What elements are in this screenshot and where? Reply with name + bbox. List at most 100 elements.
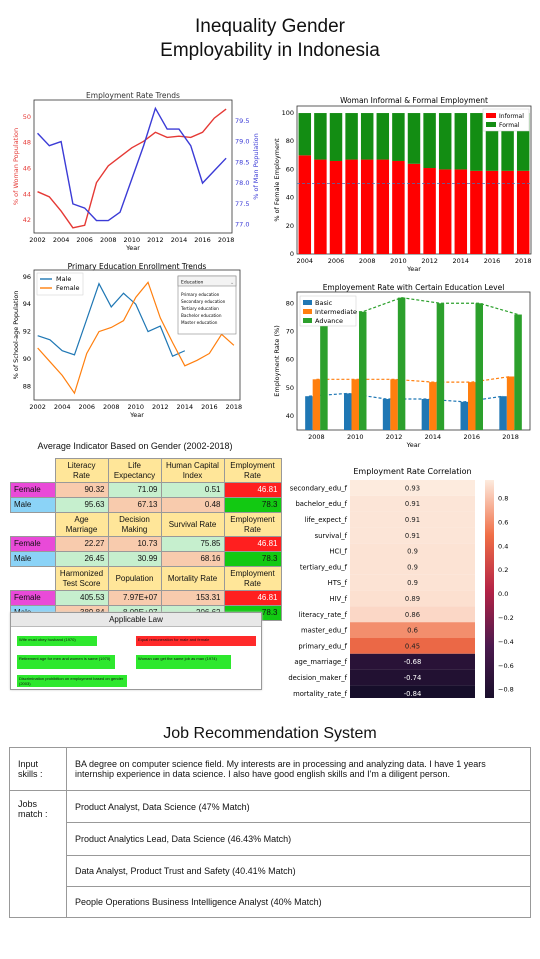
bar-advance bbox=[514, 314, 522, 430]
indicator-header: Decision Making bbox=[107, 512, 162, 537]
indicator-value: 78.3 bbox=[223, 551, 282, 567]
x-axis-label: Year bbox=[125, 244, 140, 252]
education-employment-chart: Employement Rate with Certain Education … bbox=[273, 283, 531, 449]
x-tick-label: 2004 bbox=[54, 403, 71, 411]
law-item: Wife must obey husband (1970) bbox=[17, 636, 97, 646]
x-tick-label: 2012 bbox=[386, 433, 403, 441]
indicator-header: Employment Rate bbox=[223, 512, 282, 537]
male-label: Male bbox=[10, 497, 56, 513]
page-title-line1: Inequality Gender bbox=[195, 16, 345, 37]
jobs-match-label: Jobs match : bbox=[9, 790, 67, 918]
legend-label: Advance bbox=[315, 317, 343, 325]
y-tick-label: 92 bbox=[23, 328, 31, 336]
woman-informal-formal-chart: Woman Informal & Formal Employment 0 20 40 6… bbox=[273, 96, 532, 273]
y-tick-label: 20 bbox=[286, 222, 294, 230]
plot-frame bbox=[33, 269, 241, 401]
legend-label: Male bbox=[56, 275, 71, 283]
colorbar-tick-label: −0.4 bbox=[498, 638, 514, 646]
informal-bar bbox=[438, 169, 452, 254]
y-tick-label: 80 bbox=[286, 137, 294, 145]
heatmap-value: 0.91 bbox=[405, 532, 420, 540]
job-table: Input skills : BA degree on computer sci… bbox=[9, 747, 531, 918]
bar-basic bbox=[344, 393, 352, 430]
x-tick-label: 2006 bbox=[78, 403, 95, 411]
chart-title: Employement Rate with Certain Education … bbox=[323, 283, 505, 292]
heatmap-row-label: age_marriage_f bbox=[294, 658, 347, 666]
x-tick-label: 2014 bbox=[425, 433, 442, 441]
heatmap-row-label: master_edu_f bbox=[301, 627, 348, 635]
heatmap-value: -0.68 bbox=[404, 658, 422, 666]
bar-intermediate bbox=[312, 379, 321, 430]
formal-bar bbox=[392, 113, 405, 161]
x-tick-label: 2014 bbox=[171, 236, 188, 244]
y-tick-label: 88 bbox=[23, 382, 31, 390]
formal-bar bbox=[329, 113, 343, 161]
indicator-header: Survival Rate bbox=[160, 512, 225, 537]
education-option: Bachelor education bbox=[181, 313, 222, 318]
bar-intermediate bbox=[429, 382, 437, 430]
informal-bar bbox=[516, 170, 530, 254]
x-tick-label: 2002 bbox=[29, 403, 46, 411]
indicator-value: 0.51 bbox=[160, 482, 225, 498]
x-tick-label: 2010 bbox=[347, 433, 364, 441]
y-tick-label: 60 bbox=[286, 165, 294, 173]
x-tick-label: 2006 bbox=[328, 257, 345, 265]
y-axis-label-right: % of Man Population bbox=[252, 133, 260, 200]
x-tick-label: 2004 bbox=[297, 257, 314, 265]
bar-basic bbox=[460, 401, 468, 430]
colorbar-tick-label: 0.0 bbox=[498, 590, 508, 598]
x-tick-label: 2016 bbox=[463, 433, 480, 441]
heatmap-row-label: HCI_f bbox=[329, 548, 347, 556]
y-tick-label: 94 bbox=[23, 300, 31, 308]
y-tick-label: 90 bbox=[23, 355, 31, 363]
bar-advance bbox=[320, 311, 328, 430]
y-tick-label: 40 bbox=[286, 194, 294, 202]
left-tick-label: 48 bbox=[23, 139, 31, 147]
x-tick-label: 2018 bbox=[502, 433, 519, 441]
informal-bar bbox=[298, 155, 312, 254]
indicator-header: Mortality Rate bbox=[160, 566, 225, 591]
x-tick-label: 2018 bbox=[218, 236, 235, 244]
x-tick-label: 2010 bbox=[124, 236, 141, 244]
x-tick-label: 2018 bbox=[515, 257, 532, 265]
heatmap-row-label: tertiary_edu_f bbox=[300, 563, 348, 571]
x-tick-label: 2010 bbox=[128, 403, 145, 411]
indicator-title: Average Indicator Based on Gender (2002-… bbox=[37, 441, 233, 451]
formal-bar bbox=[423, 113, 436, 169]
x-tick-label: 2008 bbox=[359, 257, 376, 265]
heatmap-row-label: HIV_f bbox=[329, 595, 347, 603]
heatmap-row-label: secondary_edu_f bbox=[290, 484, 348, 492]
bar-basic bbox=[499, 396, 507, 430]
indicator-header: Literacy Rate bbox=[54, 458, 109, 483]
x-tick-label: 2018 bbox=[226, 403, 243, 411]
indicator-header: Age Marriage bbox=[54, 512, 109, 537]
heatmap-cell bbox=[350, 685, 475, 698]
legend-label: Informal bbox=[499, 113, 524, 120]
informal-bar bbox=[454, 169, 468, 254]
legend-label: Female bbox=[56, 284, 80, 292]
y-axis-label: % of School-age Population bbox=[12, 291, 20, 380]
indicator-header: Population bbox=[107, 566, 162, 591]
heatmap-cell bbox=[350, 590, 475, 607]
job-match-item: Product Analyst, Data Science (47% Match… bbox=[66, 790, 531, 823]
heatmap-row-label: primary_edu_f bbox=[298, 642, 347, 650]
right-tick-label: 78.5 bbox=[235, 158, 249, 166]
y-tick-label: 0 bbox=[290, 250, 294, 258]
left-tick-label: 42 bbox=[23, 216, 31, 224]
x-tick-label: 2010 bbox=[390, 257, 407, 265]
law-item: Retirement age for men and women is same… bbox=[17, 655, 115, 669]
female-label: Female bbox=[10, 482, 56, 498]
indicator-value: 153.31 bbox=[160, 590, 225, 606]
employment-rate-trends-chart: Employment Rate Trends 2002 2004 2006 2008 20… bbox=[12, 91, 260, 252]
heatmap-cell bbox=[350, 653, 475, 670]
informal-bar bbox=[485, 170, 499, 254]
chart-title: Woman Informal & Formal Employment bbox=[340, 96, 488, 105]
formal-bar bbox=[438, 113, 452, 170]
formal-bar bbox=[345, 113, 358, 160]
heatmap-value: 0.9 bbox=[407, 563, 418, 571]
y-tick-label: 96 bbox=[23, 273, 31, 281]
plot-frame bbox=[296, 291, 531, 431]
formal-bar bbox=[376, 113, 390, 160]
input-skills-label: Input skills : bbox=[9, 747, 67, 791]
heatmap-cell bbox=[350, 606, 475, 623]
